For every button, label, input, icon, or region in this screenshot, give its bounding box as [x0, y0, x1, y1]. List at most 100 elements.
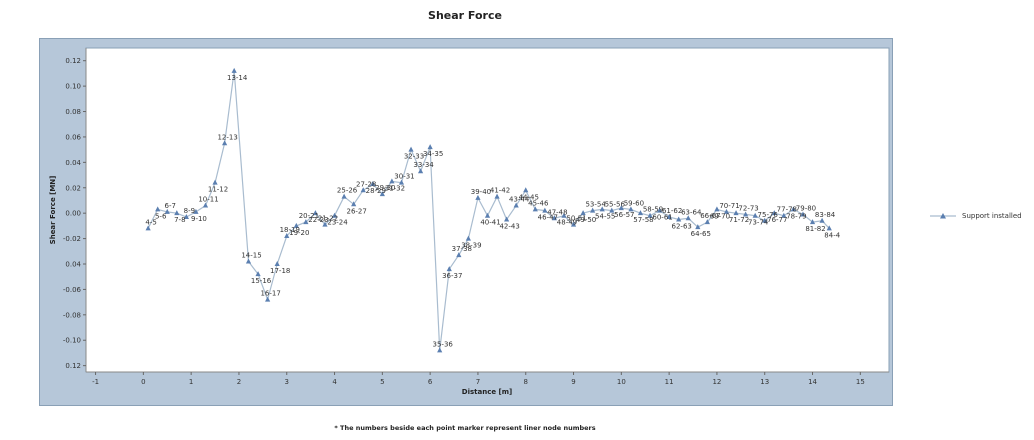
x-tick-group: -1 0 1 2 3 4 5 6 7 8 9 10 11 12 13 14 15: [92, 372, 865, 386]
data-point-marker: [685, 215, 691, 221]
data-point-marker: [312, 210, 319, 216]
data-point-marker: [456, 252, 462, 258]
data-point-marker: [723, 208, 730, 214]
x-tick-label: 5: [380, 378, 384, 386]
data-point-marker: [714, 206, 720, 212]
data-point-label: 19-20: [289, 229, 309, 237]
data-point-label: 25-26: [337, 187, 358, 195]
data-point-marker: [666, 213, 672, 219]
data-point-marker: [183, 213, 189, 219]
data-point-label: 30-31: [394, 173, 414, 181]
data-point-marker: [532, 206, 538, 212]
data-point-label: 73-74: [748, 219, 769, 227]
data-point-label: 34-35: [423, 150, 443, 158]
data-point-label: 62-63: [672, 223, 692, 231]
shear-force-chart: 0.12 0.10 0.08 0.06 0.04 0.02 0.00 -0.02 0.04 -0.…: [49, 47, 890, 396]
data-point-label: 70-71: [719, 202, 739, 210]
data-point-marker: [231, 67, 237, 73]
data-point-label: 64-65: [691, 230, 711, 238]
y-tick-label: -0.08: [63, 311, 81, 319]
data-point-label: 16-17: [260, 290, 280, 298]
data-point-label: 71-72: [729, 216, 749, 224]
data-point-marker: [790, 206, 797, 212]
data-point-label: 40-41: [480, 219, 500, 227]
data-point-label: 46-47: [538, 214, 558, 222]
data-point-marker: [446, 266, 452, 272]
legend-label: Support installed: [962, 212, 1022, 220]
data-point-label: 26-27: [346, 207, 366, 215]
data-point-label: 31-32: [385, 184, 405, 192]
chart-title: Shear Force: [428, 9, 502, 22]
data-point-marker: [542, 207, 548, 213]
data-point-marker: [484, 212, 491, 218]
data-point-marker: [676, 216, 682, 222]
data-point-marker: [351, 201, 357, 207]
data-point-marker: [322, 221, 328, 227]
data-point-label: 6-7: [165, 202, 176, 210]
point-labels: 4-55-6 6-7 7-88-99-10 10-11 11-12 12-13 13-14 1…: [145, 74, 840, 349]
data-point-label: 53-54: [585, 201, 606, 209]
data-point-marker: [771, 210, 777, 216]
data-point-marker: [570, 221, 577, 227]
data-point-label: 58-59: [643, 206, 663, 214]
x-tick-label: 8: [524, 378, 528, 386]
y-tick-label: 0.02: [65, 184, 81, 192]
data-point-label: 20-21: [299, 212, 319, 220]
x-tick-label: 9: [571, 378, 575, 386]
data-point-marker: [212, 179, 218, 185]
data-point-label: 27-28: [356, 180, 376, 188]
data-point-marker: [637, 210, 644, 216]
data-point-label: 50-51: [566, 215, 586, 223]
data-point-label: 11-12: [208, 186, 228, 194]
data-point-marker: [389, 178, 395, 184]
data-point-label: 29-30: [375, 184, 395, 192]
data-point-marker: [618, 205, 624, 211]
data-point-marker: [398, 179, 405, 185]
data-point-label: 5-6: [155, 212, 167, 220]
x-tick-label: 15: [856, 378, 865, 386]
data-point-marker: [265, 296, 271, 302]
data-point-marker: [523, 187, 529, 193]
data-point-label: 18-19: [280, 226, 300, 234]
data-point-label: 44-45: [519, 193, 539, 201]
data-point-label: 7-8: [174, 216, 185, 224]
x-tick-label: 7: [476, 378, 480, 386]
data-point-label: 54-55: [595, 212, 615, 220]
data-point-marker: [809, 219, 816, 225]
x-tick-label: 10: [617, 378, 626, 386]
data-point-label: 42-43: [499, 223, 519, 231]
data-point-label: 36-37: [442, 272, 462, 280]
data-point-label: 12-13: [217, 133, 237, 141]
legend: Support installed: [930, 212, 1022, 220]
data-point-label: 45-46: [528, 199, 549, 207]
x-axis-title: Distance [m]: [462, 388, 512, 396]
x-tick-label: 11: [665, 378, 674, 386]
data-point-marker: [360, 187, 366, 193]
data-point-label: 78-79: [786, 212, 806, 220]
data-point-label: 23-24: [327, 219, 348, 227]
data-point-label: 37-38: [452, 245, 472, 253]
data-point-label: 61-62: [662, 207, 682, 215]
data-point-label: 77-78: [777, 206, 797, 214]
y-tick-label: 0.10: [65, 83, 81, 91]
data-point-marker: [222, 140, 228, 146]
data-point-marker: [293, 222, 299, 228]
data-point-marker: [408, 146, 414, 152]
data-point-marker: [245, 258, 252, 264]
data-point-label: 57-58: [633, 216, 653, 224]
y-tick-label: 0.12: [65, 362, 81, 370]
y-tick-label: -0.02: [63, 235, 81, 243]
y-axis-title: Shear Force [MN]: [49, 176, 57, 245]
y-tick-label: 0.00: [65, 210, 81, 218]
data-point-marker: [379, 191, 385, 197]
data-point-label: 8-9: [184, 207, 195, 215]
data-point-label: 60-61: [652, 214, 672, 222]
x-tick-label: 14: [808, 378, 817, 386]
data-point-marker: [370, 180, 376, 186]
data-point-label: 21-22: [318, 215, 338, 223]
data-point-marker: [647, 212, 653, 218]
data-point-marker: [504, 216, 510, 222]
data-point-marker: [494, 193, 500, 199]
data-point-label: 69-70: [710, 212, 730, 220]
y-tick-group: 0.12 0.10 0.08 0.06 0.04 0.02 0.00 -0.02 0.04 -0.…: [63, 57, 86, 370]
